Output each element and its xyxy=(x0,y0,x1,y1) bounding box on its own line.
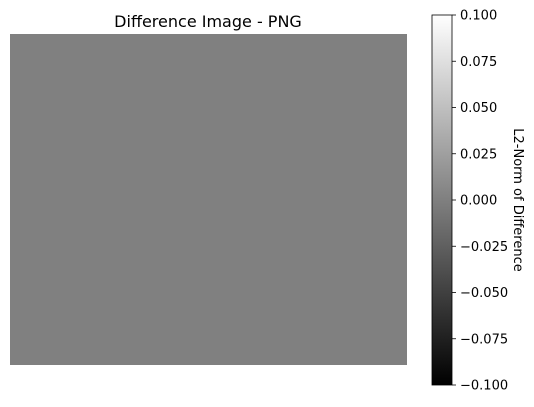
colorbar xyxy=(431,14,453,386)
chart-title: Difference Image - PNG xyxy=(114,12,302,31)
colorbar-tick-label: 0.025 xyxy=(460,147,497,162)
difference-image xyxy=(10,34,407,365)
colorbar-tick-label: 0.050 xyxy=(460,101,497,116)
colorbar-tick-label: 0.000 xyxy=(460,194,497,209)
colorbar-ticks: −0.100 −0.075 −0.050 −0.025 0.000 0.025 0.050 0… xyxy=(452,9,508,394)
colorbar-tick-label: 0.100 xyxy=(460,9,497,24)
colorbar-tick-label: −0.025 xyxy=(460,240,508,255)
colorbar-tick-label: −0.075 xyxy=(460,332,508,347)
colorbar-tick-label: 0.075 xyxy=(460,55,497,70)
colorbar-label: L2-Norm of Difference xyxy=(510,128,525,271)
colorbar-tick-label: −0.100 xyxy=(460,379,508,394)
colorbar-tick-label: −0.050 xyxy=(460,286,508,301)
